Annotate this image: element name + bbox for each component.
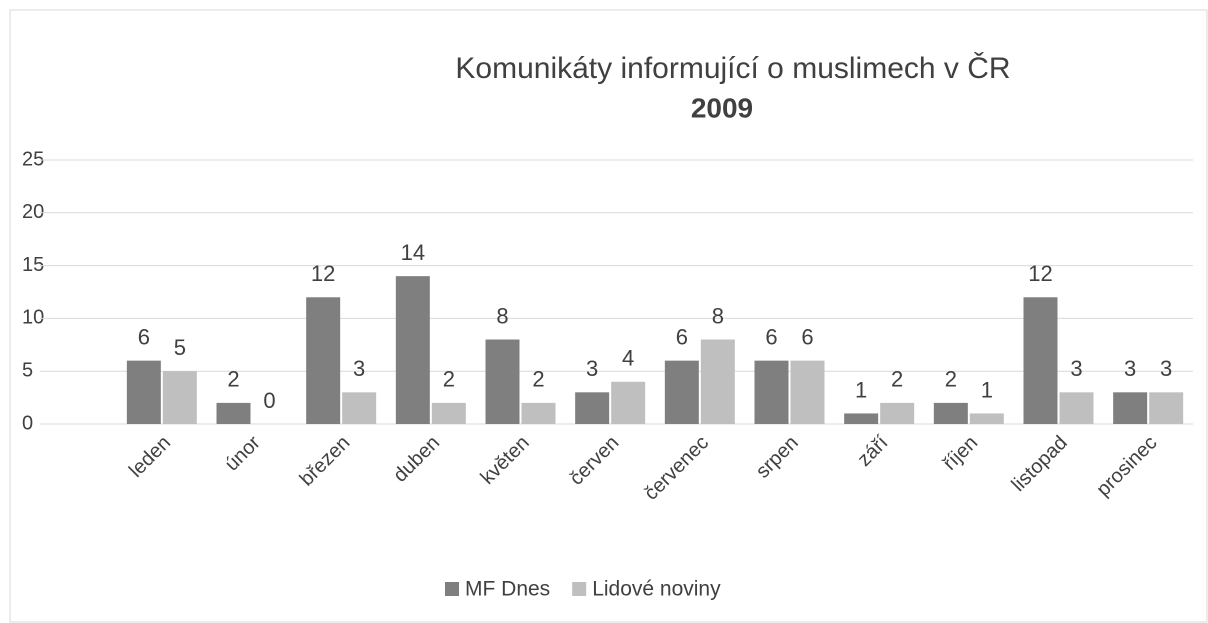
bar xyxy=(1113,392,1148,424)
data-label: 6 xyxy=(801,324,813,349)
legend-label: Lidové noviny xyxy=(592,578,721,601)
legend-swatch xyxy=(445,582,459,596)
legend-label: MF Dnes xyxy=(465,578,550,601)
data-label: 3 xyxy=(1070,356,1082,381)
bar xyxy=(521,402,556,424)
data-label: 2 xyxy=(532,367,544,392)
bar xyxy=(664,360,699,424)
data-label: 5 xyxy=(174,335,186,360)
y-tick-label: 25 xyxy=(22,148,44,170)
bar xyxy=(306,297,341,424)
data-label: 12 xyxy=(311,261,335,286)
bar xyxy=(485,339,520,424)
bar xyxy=(933,402,968,424)
data-label: 3 xyxy=(1124,356,1136,381)
y-tick-label: 5 xyxy=(22,359,33,381)
y-tick-label: 20 xyxy=(22,201,44,223)
data-label: 2 xyxy=(945,367,957,392)
data-label: 3 xyxy=(1160,356,1172,381)
y-tick-label: 15 xyxy=(22,254,44,276)
chart-subtitle: 2009 xyxy=(691,92,753,123)
bar xyxy=(342,392,377,424)
data-label: 1 xyxy=(981,377,993,402)
data-label: 3 xyxy=(353,356,365,381)
legend-swatch xyxy=(572,582,587,596)
chart-title: Komunikáty informující o muslimech v ČR xyxy=(455,51,1010,85)
y-tick-label: 0 xyxy=(22,412,33,434)
data-label: 8 xyxy=(496,303,508,328)
bar xyxy=(395,276,430,424)
data-label: 2 xyxy=(891,367,903,392)
bar xyxy=(575,392,610,424)
bar xyxy=(431,402,466,424)
data-label: 14 xyxy=(401,240,425,265)
data-label: 3 xyxy=(586,356,598,381)
bar xyxy=(162,371,197,424)
bar xyxy=(880,402,915,424)
bar xyxy=(844,413,879,424)
data-label: 6 xyxy=(676,324,688,349)
data-label: 6 xyxy=(765,324,777,349)
y-tick-label: 10 xyxy=(22,307,44,329)
data-label: 2 xyxy=(227,367,239,392)
bar xyxy=(1059,392,1094,424)
bar xyxy=(700,339,735,424)
bar xyxy=(216,402,251,424)
bar xyxy=(969,413,1004,424)
bar xyxy=(611,381,646,424)
bar xyxy=(790,360,825,424)
bar xyxy=(1023,297,1058,424)
data-label: 6 xyxy=(138,324,150,349)
bar xyxy=(1149,392,1184,424)
bar xyxy=(126,360,161,424)
chart-border xyxy=(9,9,1208,623)
data-label: 12 xyxy=(1028,261,1052,286)
bar xyxy=(754,360,789,424)
data-label: 0 xyxy=(263,388,275,413)
data-label: 1 xyxy=(855,377,867,402)
data-label: 4 xyxy=(622,346,634,371)
data-label: 2 xyxy=(443,367,455,392)
data-label: 8 xyxy=(712,303,724,328)
